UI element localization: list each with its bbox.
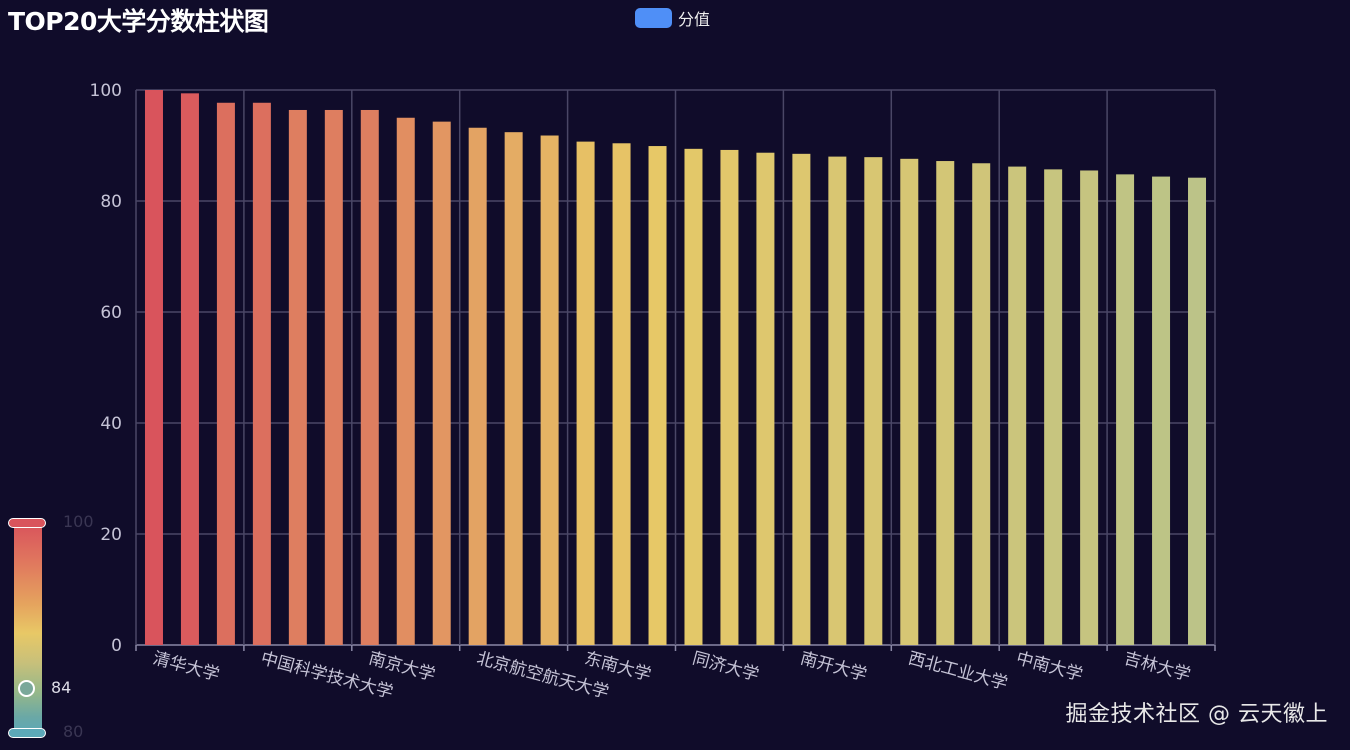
bar[interactable] bbox=[792, 153, 811, 645]
bar[interactable] bbox=[684, 148, 703, 645]
visual-map-gradient-bar[interactable] bbox=[14, 524, 42, 734]
legend-label: 分值 bbox=[678, 10, 711, 29]
bar[interactable] bbox=[720, 149, 739, 645]
bar[interactable] bbox=[432, 121, 451, 645]
legend-swatch-icon bbox=[635, 8, 672, 28]
visual-map-indicator-icon bbox=[18, 680, 35, 697]
bar[interactable] bbox=[612, 143, 631, 645]
x-tick-label: 南开大学 bbox=[798, 649, 869, 686]
visual-map-max-label: 100 bbox=[63, 512, 94, 531]
bar[interactable] bbox=[360, 109, 379, 646]
watermark: 掘金技术社区 @ 云天徽上 bbox=[1065, 702, 1328, 727]
bar[interactable] bbox=[864, 157, 883, 645]
bar[interactable] bbox=[1080, 170, 1099, 645]
x-tick-label: 同济大学 bbox=[690, 649, 761, 686]
legend-item[interactable]: 分值 bbox=[635, 7, 710, 29]
x-tick-label: 西北工业大学 bbox=[906, 649, 1010, 695]
y-tick-label: 60 bbox=[100, 303, 122, 323]
bar[interactable] bbox=[324, 109, 343, 646]
bar[interactable] bbox=[756, 152, 775, 645]
bar[interactable] bbox=[180, 93, 199, 645]
bar[interactable] bbox=[216, 102, 235, 645]
chart-title: TOP20大学分数柱状图 bbox=[8, 7, 269, 36]
y-tick-label: 100 bbox=[90, 81, 122, 101]
bar[interactable] bbox=[144, 90, 163, 645]
bar[interactable] bbox=[828, 156, 847, 645]
visual-map-top-handle[interactable] bbox=[8, 518, 46, 528]
bar[interactable] bbox=[1152, 176, 1171, 645]
y-tick-label: 0 bbox=[111, 636, 122, 656]
bar[interactable] bbox=[648, 146, 667, 645]
bar[interactable] bbox=[936, 161, 955, 646]
bar[interactable] bbox=[576, 141, 595, 646]
bar[interactable] bbox=[468, 127, 487, 646]
y-tick-label: 40 bbox=[100, 414, 122, 434]
visual-map-min-label: 80 bbox=[63, 722, 84, 741]
bar[interactable] bbox=[1008, 166, 1027, 645]
bar[interactable] bbox=[396, 117, 415, 645]
y-tick-label: 80 bbox=[100, 192, 122, 212]
bar[interactable] bbox=[900, 158, 919, 645]
bar[interactable] bbox=[1188, 177, 1207, 645]
bar[interactable] bbox=[252, 102, 271, 645]
bar[interactable] bbox=[288, 109, 307, 646]
bar[interactable] bbox=[1116, 174, 1135, 646]
bar[interactable] bbox=[504, 132, 523, 645]
x-tick-label: 吉林大学 bbox=[1122, 649, 1193, 686]
visual-map[interactable]: 100 84 80 bbox=[0, 0, 120, 750]
y-tick-label: 20 bbox=[100, 525, 122, 545]
bar[interactable] bbox=[1044, 169, 1063, 646]
visual-map-bottom-handle[interactable] bbox=[8, 728, 46, 738]
bar[interactable] bbox=[972, 163, 991, 645]
visual-map-current-label: 84 bbox=[51, 678, 72, 697]
x-tick-label: 清华大学 bbox=[151, 649, 222, 686]
x-tick-label: 中南大学 bbox=[1014, 649, 1085, 686]
bar[interactable] bbox=[540, 135, 559, 645]
